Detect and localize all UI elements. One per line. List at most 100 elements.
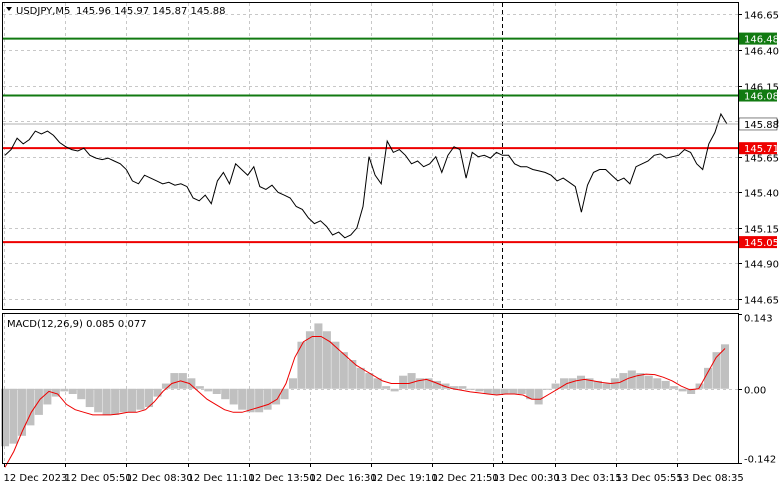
macd-histogram-bar xyxy=(560,378,569,389)
dropdown-triangle-icon[interactable] xyxy=(6,7,12,11)
macd-histogram-bar xyxy=(187,378,196,389)
macd-histogram-bar xyxy=(26,388,35,426)
macd-layer xyxy=(0,323,730,468)
macd-histogram-bar xyxy=(204,388,213,392)
macd-histogram-bar xyxy=(695,383,704,389)
macd-histogram-bar xyxy=(466,388,475,390)
symbol-label: USDJPY,M5 xyxy=(16,6,70,17)
level-price-tag xyxy=(739,236,777,249)
macd-histogram-bar xyxy=(509,388,518,394)
macd-histogram-bar xyxy=(712,352,721,389)
macd-tick-label: 0.00 xyxy=(744,386,766,397)
macd-histogram-bar xyxy=(212,388,221,394)
macd-histogram-bar xyxy=(399,375,408,389)
macd-histogram-bar xyxy=(0,388,10,447)
macd-histogram-bar xyxy=(576,375,586,389)
macd-tick-label: -0.142 xyxy=(744,455,776,466)
level-price-tag xyxy=(739,142,777,155)
macd-histogram-bar xyxy=(128,388,137,413)
price-tick-label: 144.90 xyxy=(744,260,779,271)
macd-histogram-bar xyxy=(161,383,170,389)
header-layer: USDJPY,M5 145.96 145.97 145.87 145.88 MA… xyxy=(6,6,226,330)
macd-histogram-bar xyxy=(517,388,526,394)
macd-histogram-bar xyxy=(85,388,94,408)
current-price-tag xyxy=(738,117,778,131)
time-tick-label: 12 Dec 21:50 xyxy=(432,473,499,484)
macd-histogram-bar xyxy=(526,388,535,400)
macd-histogram-bar xyxy=(195,386,204,389)
macd-histogram-bar xyxy=(43,388,52,405)
macd-histogram-bar xyxy=(500,388,509,394)
macd-histogram-bar xyxy=(670,386,679,389)
macd-histogram-bar xyxy=(170,373,179,389)
time-tick-label: 12 Dec 19:10 xyxy=(371,473,438,484)
macd-histogram-bar xyxy=(407,373,416,389)
macd-histogram-bar xyxy=(297,341,306,389)
macd-title: MACD(12,26,9) 0.085 0.077 xyxy=(7,319,147,330)
macd-histogram-bar xyxy=(653,378,662,389)
macd-histogram-bar xyxy=(585,378,594,389)
time-tick-label: 13 Dec 03:15 xyxy=(555,473,622,484)
macd-histogram-bar xyxy=(636,373,645,389)
macd-histogram-bar xyxy=(221,388,230,400)
price-tick-label: 145.65 xyxy=(744,154,779,165)
macd-histogram-bar xyxy=(229,388,238,405)
time-tick-label: 13 Dec 08:35 xyxy=(677,473,744,484)
macd-histogram-bar xyxy=(238,388,247,410)
time-tick-label: 13 Dec 05:55 xyxy=(616,473,683,484)
macd-signal-line xyxy=(4,336,726,468)
macd-histogram-bar xyxy=(94,388,103,413)
macd-histogram-bar xyxy=(602,383,611,389)
macd-histogram-bar xyxy=(144,388,154,408)
macd-histogram-bar xyxy=(9,388,18,444)
level-price-tag-label: 146.08 xyxy=(744,92,779,103)
time-tick-label: 12 Dec 16:30 xyxy=(310,473,377,484)
time-tick-label: 12 Dec 08:30 xyxy=(126,473,193,484)
macd-histogram-bar xyxy=(432,380,442,389)
macd-histogram-bar xyxy=(483,388,492,394)
macd-histogram-bar xyxy=(356,367,365,389)
price-tick-label: 145.15 xyxy=(744,225,779,236)
macd-histogram-bar xyxy=(331,341,340,389)
macd-histogram-bar xyxy=(534,388,543,405)
macd-histogram-bar xyxy=(246,388,255,413)
level-price-tag-label: 145.05 xyxy=(744,238,779,249)
time-tick-label: 13 Dec 00:30 xyxy=(493,473,560,484)
macd-histogram-bar xyxy=(416,378,425,389)
price-tick-label: 146.15 xyxy=(744,83,779,94)
macd-histogram-bar xyxy=(475,388,484,392)
time-tick-label: 12 Dec 11:10 xyxy=(188,473,255,484)
level-price-tag xyxy=(739,89,777,102)
macd-histogram-bar xyxy=(365,373,374,389)
macd-histogram-bar xyxy=(458,386,467,389)
macd-histogram-bar xyxy=(305,331,314,389)
macd-histogram-bar xyxy=(720,344,730,389)
macd-histogram-bar xyxy=(263,388,272,410)
time-tick-label: 12 Dec 05:50 xyxy=(65,473,132,484)
price-panel-frame xyxy=(2,2,739,310)
price-tick-label: 145.40 xyxy=(744,189,779,200)
macd-histogram-bar xyxy=(102,388,111,415)
macd-histogram-bar xyxy=(322,331,331,389)
time-tick-label: 12 Dec 2023 xyxy=(4,473,68,484)
macd-histogram-bar xyxy=(593,380,602,389)
macd-histogram-bar xyxy=(136,388,145,410)
macd-histogram-bar xyxy=(178,373,187,389)
macd-histogram-bar xyxy=(272,388,281,405)
macd-histogram-bar xyxy=(704,367,713,389)
ohlc-label: 145.96 145.97 145.87 145.88 xyxy=(76,6,226,17)
time-tick-label: 12 Dec 13:50 xyxy=(249,473,316,484)
level-price-tag-label: 145.71 xyxy=(744,144,779,155)
macd-histogram-bar xyxy=(661,380,670,389)
tag-layer: 146.48 146.08 145.71 145.05 145.88 xyxy=(738,32,779,249)
macd-histogram-bar xyxy=(280,388,289,400)
macd-histogram-bar xyxy=(551,383,560,389)
macd-histogram-bar xyxy=(68,388,77,394)
price-tick-label: 146.65 xyxy=(744,11,779,22)
macd-histogram-bar xyxy=(678,388,687,392)
macd-histogram-bar xyxy=(255,388,264,413)
macd-histogram-bar xyxy=(568,378,577,389)
